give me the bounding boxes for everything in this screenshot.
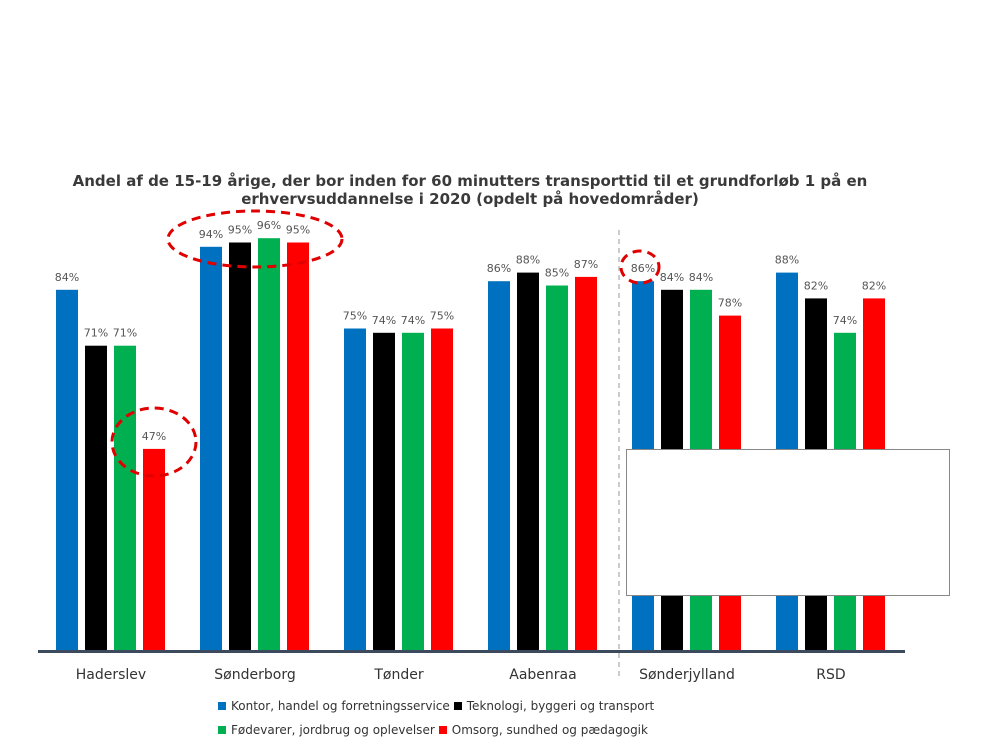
bar-haderslev-3 xyxy=(114,345,136,651)
category-label-aabenraa: Aabenraa xyxy=(509,667,576,683)
data-label-s-nderborg-2: 95% xyxy=(228,224,252,237)
data-label-rsd-1: 88% xyxy=(775,254,799,267)
bar-haderslev-1 xyxy=(56,289,78,651)
legend-swatch-kontor xyxy=(218,702,226,710)
data-label-aabenraa-2: 88% xyxy=(516,254,540,267)
bar-t-nder-4 xyxy=(431,328,453,651)
data-label-aabenraa-3: 85% xyxy=(545,267,569,280)
legend-label-fodevarer: Fødevarer, jordbrug og oplevelser xyxy=(231,723,435,737)
data-label-haderslev-2: 71% xyxy=(84,327,108,340)
category-label-t-nder: Tønder xyxy=(373,667,423,683)
legend-label-teknologi: Teknologi, byggeri og transport xyxy=(466,699,655,713)
data-label-t-nder-2: 74% xyxy=(372,314,396,327)
bar-t-nder-1 xyxy=(344,328,366,651)
legend-item-kontor: Kontor, handel og forretningsservice xyxy=(218,699,450,713)
bar-t-nder-2 xyxy=(373,332,395,651)
bar-haderslev-2 xyxy=(85,345,107,651)
highlight-ellipse-sonderjylland-kontor xyxy=(619,249,661,285)
bar-s-nderborg-2 xyxy=(229,242,251,651)
data-label-haderslev-3: 71% xyxy=(113,327,137,340)
data-label-aabenraa-1: 86% xyxy=(487,262,511,275)
data-label-haderslev-4: 47% xyxy=(142,430,166,443)
legend-swatch-omsorg xyxy=(438,726,447,734)
category-label-haderslev: Haderslev xyxy=(76,667,146,683)
bar-aabenraa-3 xyxy=(546,285,568,651)
legend-item-fodevarer: Fødevarer, jordbrug og oplevelser xyxy=(218,723,435,737)
data-label-s-nderborg-3: 96% xyxy=(257,219,281,232)
chart-legend: Kontor, handel og forretningsservice Tek… xyxy=(218,694,738,742)
highlight-ellipse-sonderborg xyxy=(166,209,344,269)
data-label-s-nderborg-4: 95% xyxy=(286,224,310,237)
legend-label-omsorg: Omsorg, sundhed og pædagogik xyxy=(451,723,648,737)
blank-overlay-box xyxy=(626,449,950,596)
data-label-aabenraa-4: 87% xyxy=(574,258,598,271)
bar-aabenraa-1 xyxy=(488,281,510,651)
data-label-rsd-2: 82% xyxy=(804,279,828,292)
legend-swatch-teknologi xyxy=(453,702,462,710)
data-label-s-nderjylland-2: 84% xyxy=(660,271,684,284)
data-label-t-nder-1: 75% xyxy=(343,310,367,323)
bar-aabenraa-4 xyxy=(575,276,597,651)
highlight-ellipse-haderslev-omsorg xyxy=(110,406,198,478)
bar-aabenraa-2 xyxy=(517,272,539,651)
legend-label-kontor: Kontor, handel og forretningsservice xyxy=(231,699,450,713)
chart-title: Andel af de 15-19 årige, der bor inden f… xyxy=(72,172,868,208)
bar-s-nderborg-4 xyxy=(287,242,309,651)
category-label-rsd: RSD xyxy=(816,667,845,683)
category-label-s-nderborg: Sønderborg xyxy=(214,667,295,683)
bar-s-nderborg-3 xyxy=(258,238,280,651)
bar-haderslev-4 xyxy=(143,448,165,651)
legend-swatch-fodevarer xyxy=(218,726,226,734)
data-label-rsd-3: 74% xyxy=(833,314,857,327)
bar-s-nderborg-1 xyxy=(200,246,222,652)
category-label-s-nderjylland: Sønderjylland xyxy=(639,667,735,683)
data-label-s-nderborg-1: 94% xyxy=(199,228,223,241)
legend-item-omsorg: Omsorg, sundhed og pædagogik xyxy=(438,723,648,737)
legend-item-teknologi: Teknologi, byggeri og transport xyxy=(453,699,655,713)
data-label-s-nderjylland-3: 84% xyxy=(689,271,713,284)
data-label-haderslev-1: 84% xyxy=(55,271,79,284)
data-label-t-nder-3: 74% xyxy=(401,314,425,327)
data-label-s-nderjylland-1: 86% xyxy=(631,262,655,275)
data-label-t-nder-4: 75% xyxy=(430,310,454,323)
data-label-s-nderjylland-4: 78% xyxy=(718,297,742,310)
data-label-rsd-4: 82% xyxy=(862,279,886,292)
bar-t-nder-3 xyxy=(402,332,424,651)
